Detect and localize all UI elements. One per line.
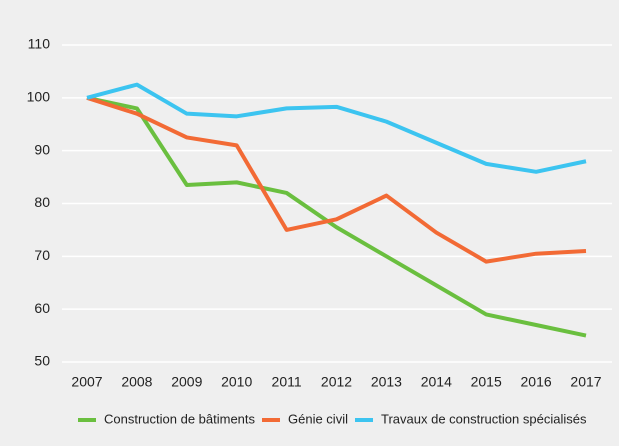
y-tick-label: 110 <box>28 36 51 52</box>
x-tick-label: 2014 <box>421 374 452 390</box>
y-tick-label: 100 <box>27 89 51 105</box>
x-tick-label: 2008 <box>121 374 152 390</box>
x-tick-label: 2007 <box>71 374 102 390</box>
line <box>86 82 587 174</box>
x-tick-label: 2012 <box>321 374 352 390</box>
x-tick-label: 2017 <box>570 374 601 390</box>
x-tick-label: 2013 <box>371 374 402 390</box>
y-tick-label: 80 <box>34 194 50 210</box>
legend-label: Travaux de construction spécialisés <box>381 411 587 426</box>
y-tick-label: 50 <box>34 353 50 369</box>
x-tick-label: 2009 <box>171 374 202 390</box>
legend-label: Génie civil <box>288 411 348 426</box>
x-tick-label: 2010 <box>221 374 252 390</box>
y-tick-label: 70 <box>34 247 50 263</box>
x-tick-label: 2011 <box>272 374 302 390</box>
y-tick-label: 60 <box>34 300 50 316</box>
y-tick-label: 90 <box>34 141 50 157</box>
x-tick-label: 2015 <box>471 374 502 390</box>
line <box>86 95 587 338</box>
x-tick-label: 2016 <box>521 374 552 390</box>
line <box>86 95 587 264</box>
legend-label: Construction de bâtiments <box>104 411 256 426</box>
